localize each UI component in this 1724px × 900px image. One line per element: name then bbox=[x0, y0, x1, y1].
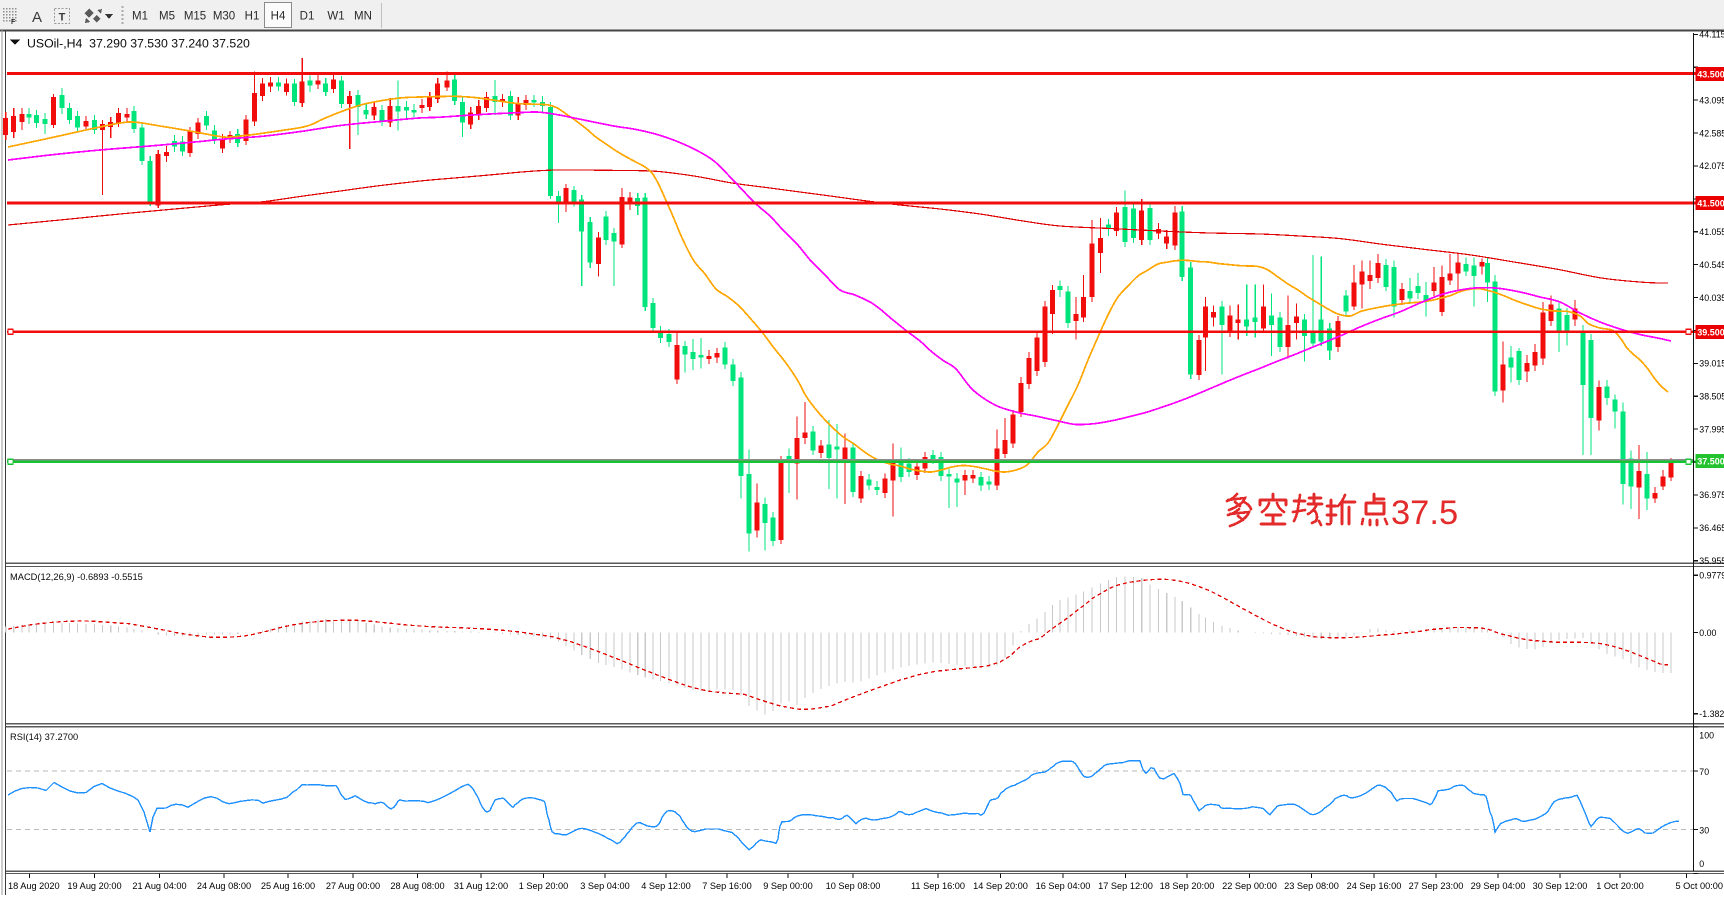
svg-text:F: F bbox=[11, 19, 16, 26]
svg-text:M15: M15 bbox=[184, 11, 206, 23]
svg-text:43.500: 43.500 bbox=[1697, 69, 1724, 79]
svg-text:USOil-,H4 37.290 37.530 37.24: USOil-,H4 37.290 37.530 37.240 37.520 bbox=[27, 37, 250, 51]
svg-text:35.955: 35.955 bbox=[1699, 556, 1724, 566]
svg-text:M30: M30 bbox=[213, 11, 235, 23]
svg-text:36.975: 36.975 bbox=[1699, 490, 1724, 500]
svg-text:39.500: 39.500 bbox=[1697, 327, 1724, 337]
svg-text:10 Sep 08:00: 10 Sep 08:00 bbox=[826, 881, 881, 891]
svg-text:22 Sep 00:00: 22 Sep 00:00 bbox=[1222, 881, 1277, 891]
svg-text:4 Sep 12:00: 4 Sep 12:00 bbox=[641, 881, 691, 891]
svg-text:37.5: 37.5 bbox=[1391, 494, 1458, 532]
svg-text:25 Aug 16:00: 25 Aug 16:00 bbox=[261, 881, 315, 891]
svg-text:29 Sep 04:00: 29 Sep 04:00 bbox=[1471, 881, 1526, 891]
svg-text:M5: M5 bbox=[159, 11, 175, 23]
svg-text:43.095: 43.095 bbox=[1699, 95, 1724, 105]
svg-text:11 Sep 16:00: 11 Sep 16:00 bbox=[911, 881, 965, 891]
svg-text:41.055: 41.055 bbox=[1699, 227, 1724, 237]
svg-text:0: 0 bbox=[1699, 859, 1704, 869]
svg-text:W1: W1 bbox=[327, 11, 344, 23]
svg-text:-1.382: -1.382 bbox=[1699, 709, 1724, 719]
svg-text:36.465: 36.465 bbox=[1699, 523, 1724, 533]
svg-text:0.00: 0.00 bbox=[1699, 628, 1716, 638]
svg-text:7 Sep 16:00: 7 Sep 16:00 bbox=[702, 881, 752, 891]
svg-text:70: 70 bbox=[1699, 767, 1709, 777]
svg-text:24 Sep 16:00: 24 Sep 16:00 bbox=[1347, 881, 1402, 891]
svg-text:37.500: 37.500 bbox=[1697, 456, 1724, 466]
svg-text:39.015: 39.015 bbox=[1699, 359, 1724, 369]
svg-text:17 Sep 12:00: 17 Sep 12:00 bbox=[1098, 881, 1153, 891]
svg-text:44.115: 44.115 bbox=[1699, 30, 1724, 40]
svg-text:21 Aug 04:00: 21 Aug 04:00 bbox=[132, 881, 186, 891]
svg-text:40.035: 40.035 bbox=[1699, 293, 1724, 303]
svg-text:A: A bbox=[32, 9, 42, 26]
svg-text:MACD(12,26,9) -0.6893 -0.5515: MACD(12,26,9) -0.6893 -0.5515 bbox=[10, 572, 143, 582]
svg-text:31 Aug 12:00: 31 Aug 12:00 bbox=[454, 881, 508, 891]
svg-text:3 Sep 04:00: 3 Sep 04:00 bbox=[580, 881, 630, 891]
svg-text:38.505: 38.505 bbox=[1699, 391, 1724, 401]
svg-text:D1: D1 bbox=[300, 11, 315, 23]
svg-text:1 Sep 20:00: 1 Sep 20:00 bbox=[519, 881, 569, 891]
svg-text:27 Sep 23:00: 27 Sep 23:00 bbox=[1409, 881, 1464, 891]
svg-text:MN: MN bbox=[354, 11, 372, 23]
svg-text:5 Oct 00:00: 5 Oct 00:00 bbox=[1676, 881, 1724, 891]
svg-text:1 Oct 20:00: 1 Oct 20:00 bbox=[1596, 881, 1644, 891]
svg-text:RSI(14) 37.2700: RSI(14) 37.2700 bbox=[10, 732, 78, 742]
svg-text:18 Sep 20:00: 18 Sep 20:00 bbox=[1160, 881, 1215, 891]
svg-text:14 Sep 20:00: 14 Sep 20:00 bbox=[973, 881, 1028, 891]
svg-text:16 Sep 04:00: 16 Sep 04:00 bbox=[1036, 881, 1091, 891]
svg-text:M1: M1 bbox=[132, 11, 148, 23]
svg-text:100: 100 bbox=[1699, 731, 1714, 741]
svg-text:19 Aug 20:00: 19 Aug 20:00 bbox=[67, 881, 121, 891]
svg-text:42.075: 42.075 bbox=[1699, 161, 1724, 171]
svg-text:30: 30 bbox=[1699, 825, 1709, 835]
svg-text:41.500: 41.500 bbox=[1697, 198, 1724, 208]
svg-text:9 Sep 00:00: 9 Sep 00:00 bbox=[763, 881, 813, 891]
svg-text:30 Sep 12:00: 30 Sep 12:00 bbox=[1533, 881, 1588, 891]
svg-text:27 Aug 00:00: 27 Aug 00:00 bbox=[326, 881, 380, 891]
svg-text:37.995: 37.995 bbox=[1699, 424, 1724, 434]
svg-text:T: T bbox=[59, 12, 66, 24]
svg-text:28 Aug 08:00: 28 Aug 08:00 bbox=[390, 881, 444, 891]
svg-text:18 Aug 2020: 18 Aug 2020 bbox=[8, 881, 60, 891]
svg-text:24 Aug 08:00: 24 Aug 08:00 bbox=[197, 881, 251, 891]
svg-text:40.545: 40.545 bbox=[1699, 260, 1724, 270]
svg-text:H4: H4 bbox=[271, 11, 286, 23]
svg-text:H1: H1 bbox=[245, 11, 260, 23]
svg-text:42.585: 42.585 bbox=[1699, 128, 1724, 138]
svg-text:23 Sep 08:00: 23 Sep 08:00 bbox=[1284, 881, 1339, 891]
svg-text:0.9779: 0.9779 bbox=[1699, 570, 1724, 580]
